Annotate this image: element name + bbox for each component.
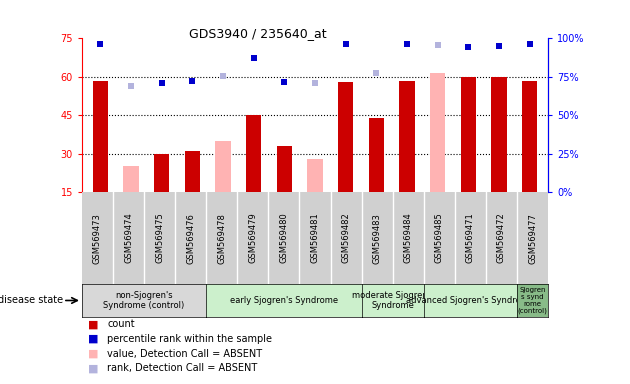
Bar (215, 141, 231, 192)
Bar (307, 159, 323, 192)
Bar (93, 81, 108, 192)
Bar (246, 115, 261, 192)
Text: non-Sjogren's
Syndrome (control): non-Sjogren's Syndrome (control) (103, 291, 185, 310)
Text: Sjogren
s synd
rome
(control): Sjogren s synd rome (control) (518, 287, 547, 314)
Text: GSM569483: GSM569483 (373, 213, 382, 263)
Bar (430, 73, 445, 192)
Text: GDS3940 / 235640_at: GDS3940 / 235640_at (189, 27, 326, 40)
Text: GSM569482: GSM569482 (341, 213, 350, 263)
Text: GSM569473: GSM569473 (93, 213, 102, 263)
Text: disease state: disease state (0, 295, 63, 306)
Bar (522, 81, 537, 192)
Bar (185, 151, 200, 192)
Text: ■: ■ (88, 319, 99, 329)
Text: GSM569485: GSM569485 (435, 213, 444, 263)
Text: moderate Sjogren's
Syndrome: moderate Sjogren's Syndrome (352, 291, 434, 310)
Text: ■: ■ (88, 334, 99, 344)
Bar (399, 81, 415, 192)
Bar (123, 166, 139, 192)
Bar (154, 154, 169, 192)
Text: GSM569478: GSM569478 (217, 213, 226, 263)
Text: ■: ■ (88, 363, 99, 373)
Bar (277, 146, 292, 192)
Text: GSM569479: GSM569479 (248, 213, 257, 263)
Bar (491, 77, 507, 192)
Text: GSM569472: GSM569472 (497, 213, 506, 263)
Text: count: count (107, 319, 135, 329)
Text: GSM569481: GSM569481 (311, 213, 319, 263)
Text: rank, Detection Call = ABSENT: rank, Detection Call = ABSENT (107, 363, 257, 373)
Text: GSM569484: GSM569484 (404, 213, 413, 263)
Text: GSM569474: GSM569474 (124, 213, 133, 263)
Text: GSM569477: GSM569477 (528, 213, 537, 263)
Bar (461, 77, 476, 192)
Text: ■: ■ (88, 349, 99, 359)
Text: value, Detection Call = ABSENT: value, Detection Call = ABSENT (107, 349, 262, 359)
Text: GSM569480: GSM569480 (280, 213, 289, 263)
Bar (338, 82, 353, 192)
Text: advanced Sjogren's Syndrome: advanced Sjogren's Syndrome (406, 296, 534, 305)
Text: early Sjogren's Syndrome: early Sjogren's Syndrome (230, 296, 338, 305)
Text: percentile rank within the sample: percentile rank within the sample (107, 334, 272, 344)
Bar (369, 118, 384, 192)
Text: GSM569475: GSM569475 (155, 213, 164, 263)
Text: GSM569471: GSM569471 (466, 213, 475, 263)
Text: GSM569476: GSM569476 (186, 213, 195, 263)
